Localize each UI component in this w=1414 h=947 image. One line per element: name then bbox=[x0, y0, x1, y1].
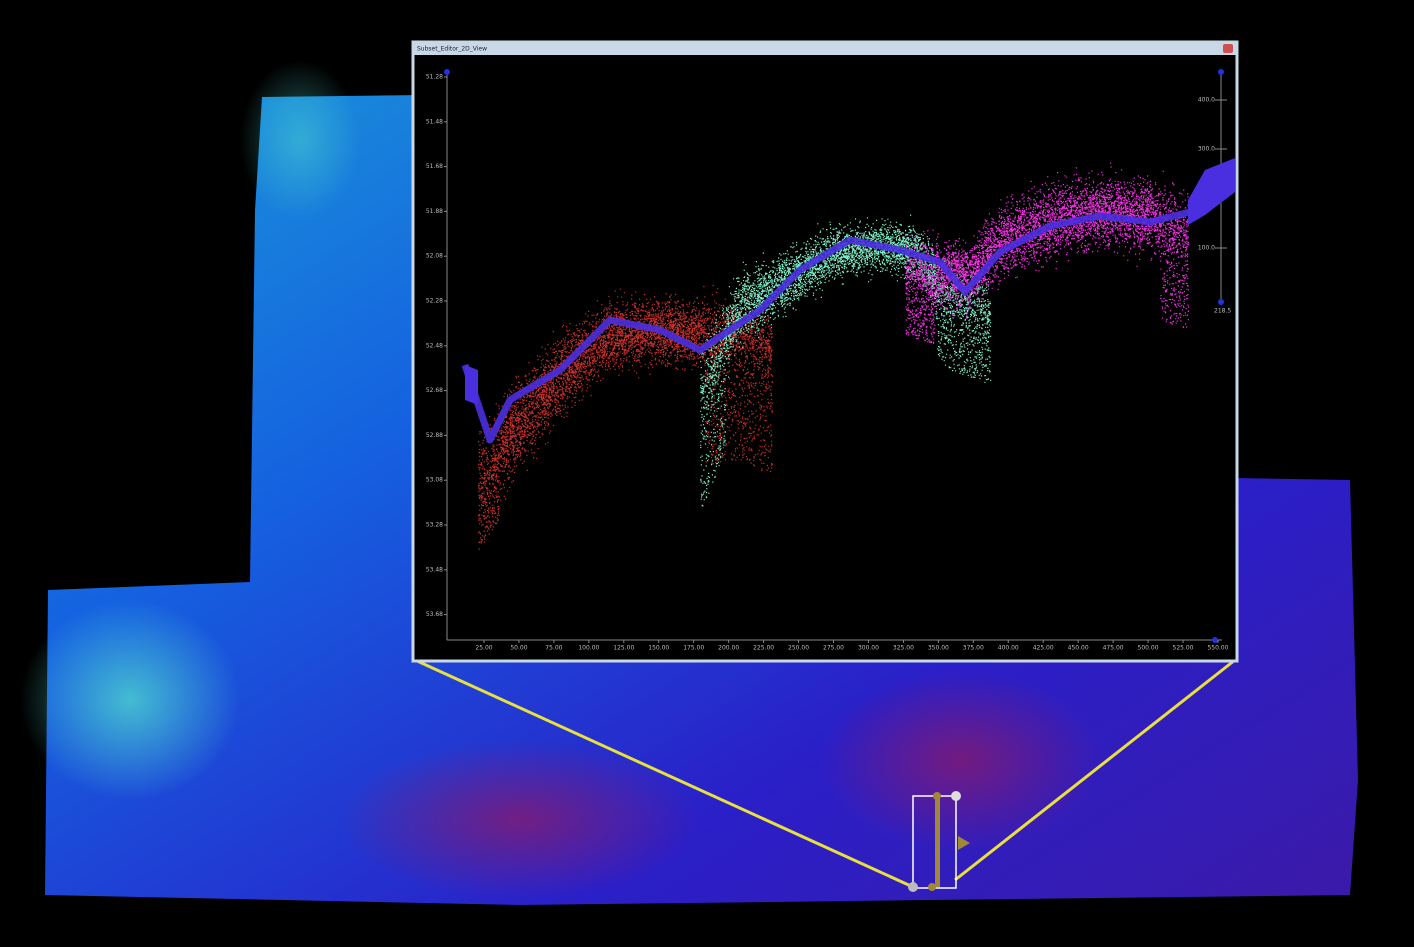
distance-label: 150.00 bbox=[648, 645, 669, 652]
shoal-highlight bbox=[20, 600, 240, 800]
depth-label: 53.08 bbox=[426, 477, 443, 484]
depth-label: 52.48 bbox=[426, 342, 443, 349]
distance-label: 300.00 bbox=[858, 645, 879, 652]
depth-label: 53.28 bbox=[426, 522, 443, 529]
distance-label: 175.00 bbox=[683, 645, 704, 652]
distance-label: 475.00 bbox=[1103, 645, 1124, 652]
handle[interactable] bbox=[933, 792, 941, 800]
deep-area bbox=[820, 670, 1100, 850]
distance-label: 500.00 bbox=[1138, 645, 1159, 652]
depth-label: 52.88 bbox=[426, 432, 443, 439]
scale-handle[interactable] bbox=[444, 69, 450, 75]
distance-label: 125.00 bbox=[613, 645, 634, 652]
title-bar bbox=[413, 42, 1237, 55]
scale-handle[interactable] bbox=[1218, 69, 1224, 75]
scale-label: 100.0 bbox=[1198, 245, 1215, 252]
depth-label: 51.88 bbox=[426, 208, 443, 215]
distance-label: 425.00 bbox=[1033, 645, 1054, 652]
distance-label: 525.00 bbox=[1173, 645, 1194, 652]
distance-label: 325.00 bbox=[893, 645, 914, 652]
profile-line bbox=[935, 796, 940, 887]
distance-label: 350.00 bbox=[928, 645, 949, 652]
window-frame bbox=[413, 42, 1237, 661]
scale-label: 218.5 bbox=[1214, 308, 1231, 315]
depth-label: 51.48 bbox=[426, 118, 443, 125]
handle[interactable] bbox=[908, 882, 918, 892]
nadir-line bbox=[465, 365, 478, 405]
distance-label: 75.00 bbox=[545, 645, 562, 652]
shoal-highlight bbox=[240, 60, 360, 220]
distance-label: 400.00 bbox=[998, 645, 1019, 652]
distance-label: 25.00 bbox=[475, 645, 492, 652]
depth-label: 53.48 bbox=[426, 566, 443, 573]
scale-handle[interactable] bbox=[1218, 299, 1224, 305]
distance-label: 275.00 bbox=[823, 645, 844, 652]
distance-label: 550.00 bbox=[1207, 645, 1228, 652]
distance-label: 50.00 bbox=[510, 645, 527, 652]
depth-label: 52.68 bbox=[426, 387, 443, 394]
distance-label: 100.00 bbox=[578, 645, 599, 652]
handle[interactable] bbox=[928, 883, 936, 891]
distance-label: 225.00 bbox=[753, 645, 774, 652]
close-button[interactable] bbox=[1223, 44, 1233, 53]
distance-label: 200.00 bbox=[718, 645, 739, 652]
window-title: Subset_Editor_2D_View bbox=[417, 46, 487, 53]
handle[interactable] bbox=[951, 791, 961, 801]
scene: Subset_Editor_2D_View 51.28 51.48 51.68 51.… bbox=[0, 0, 1414, 947]
scale-label: 300.0 bbox=[1198, 146, 1215, 153]
scale-label: 400.0 bbox=[1198, 97, 1215, 104]
depth-label: 52.08 bbox=[426, 253, 443, 260]
depth-label: 52.28 bbox=[426, 298, 443, 305]
depth-label: 51.68 bbox=[426, 163, 443, 170]
depth-label: 53.68 bbox=[426, 611, 443, 618]
depth-label: 51.28 bbox=[426, 74, 443, 81]
scale-handle[interactable] bbox=[1212, 637, 1218, 643]
distance-label: 375.00 bbox=[963, 645, 984, 652]
page: Subset_Editor_2D_View 51.28 51.48 51.68 51.… bbox=[0, 0, 1414, 947]
distance-label: 250.00 bbox=[788, 645, 809, 652]
distance-label: 450.00 bbox=[1068, 645, 1089, 652]
